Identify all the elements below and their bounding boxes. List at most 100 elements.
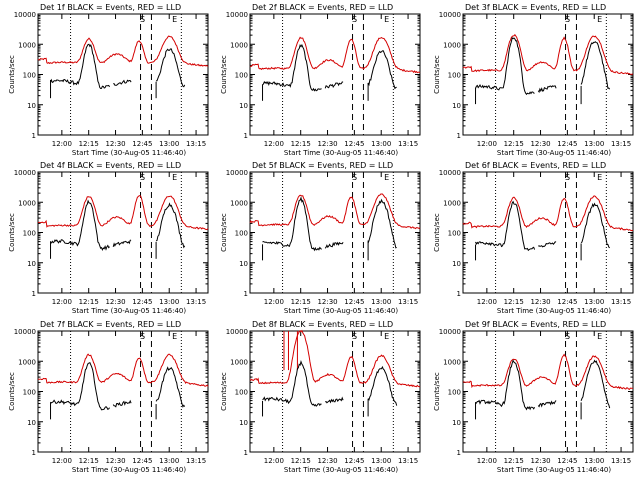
panel-title: Det 3f BLACK = Events, RED = LLD xyxy=(465,3,606,12)
marker-label-e: E xyxy=(597,332,602,341)
y-tick-label: 100 xyxy=(448,230,461,238)
y-tick-label: 100 xyxy=(448,389,461,397)
y-tick-label: 1 xyxy=(244,449,248,457)
plot-frame xyxy=(37,330,209,453)
x-tick-label: 12:00 xyxy=(52,457,72,465)
events-series-line xyxy=(367,365,398,406)
x-tick-label: 12:15 xyxy=(79,140,99,148)
events-series-line xyxy=(537,241,557,248)
y-axis-label: Counts/sec xyxy=(433,372,441,411)
marker-label-s: S xyxy=(140,15,145,24)
x-tick-label: 12:45 xyxy=(344,457,364,465)
x-tick-label: 13:15 xyxy=(398,457,418,465)
panel-title: Det 1f BLACK = Events, RED = LLD xyxy=(40,3,181,12)
y-tick-label: 10 xyxy=(27,102,36,110)
panel-title: Det 9f BLACK = Events, RED = LLD xyxy=(465,320,606,329)
y-tick-label: 10 xyxy=(27,419,36,427)
y-tick-label: 10000 xyxy=(226,328,248,336)
x-axis-label: Start Time (30-Aug-05 11:46:40) xyxy=(497,307,611,315)
events-series-line xyxy=(537,400,557,408)
x-tick-label: 12:15 xyxy=(504,298,524,306)
y-tick-label: 100 xyxy=(448,72,461,80)
marker-label-s: S xyxy=(140,332,145,341)
plot-frame xyxy=(462,171,634,294)
x-tick-label: 12:30 xyxy=(105,140,125,148)
marker-label-e: E xyxy=(384,332,389,341)
panel-det-8: Det 8f BLACK = Events, RED = LLD 1 10 100 10… xyxy=(220,320,421,474)
x-tick-label: 13:00 xyxy=(584,457,604,465)
x-tick-label: 12:15 xyxy=(504,457,524,465)
lld-series-line xyxy=(462,353,633,391)
x-tick-label: 13:00 xyxy=(159,298,179,306)
x-tick-label: 13:00 xyxy=(584,298,604,306)
marker-label-s: S xyxy=(140,173,145,182)
events-series-line xyxy=(155,366,186,408)
lld-series-line xyxy=(37,35,209,67)
events-series-line xyxy=(262,43,322,92)
plot-frame xyxy=(462,13,634,136)
y-tick-label: 1000 xyxy=(443,358,461,366)
y-tick-label: 10000 xyxy=(439,11,461,19)
x-axis-label: Start Time (30-Aug-05 11:46:40) xyxy=(284,466,398,474)
x-axis-label: Start Time (30-Aug-05 11:46:40) xyxy=(497,466,611,474)
x-axis-label: Start Time (30-Aug-05 11:46:40) xyxy=(72,307,186,315)
x-tick-label: 12:30 xyxy=(530,457,550,465)
events-series-line xyxy=(475,200,536,252)
x-tick-label: 12:00 xyxy=(477,298,497,306)
y-tick-label: 10 xyxy=(239,260,248,268)
y-axis-label: Counts/sec xyxy=(433,213,441,252)
x-tick-label: 13:00 xyxy=(371,298,391,306)
events-series-line xyxy=(537,85,557,94)
y-tick-label: 100 xyxy=(235,230,248,238)
y-tick-label: 10000 xyxy=(14,11,36,19)
x-tick-label: 12:00 xyxy=(264,140,284,148)
marker-label-e: E xyxy=(172,332,177,341)
y-tick-label: 100 xyxy=(235,389,248,397)
x-tick-label: 12:45 xyxy=(344,298,364,306)
plot-frame xyxy=(249,13,421,136)
x-tick-label: 12:30 xyxy=(530,298,550,306)
y-tick-label: 100 xyxy=(23,389,36,397)
marker-label-e: E xyxy=(172,15,177,24)
x-tick-label: 12:00 xyxy=(477,457,497,465)
y-tick-label: 1 xyxy=(32,449,36,457)
y-tick-label: 1 xyxy=(244,290,248,298)
lld-series-line xyxy=(462,195,634,232)
x-tick-label: 12:15 xyxy=(504,140,524,148)
x-tick-label: 12:45 xyxy=(132,457,152,465)
x-tick-label: 12:00 xyxy=(52,298,72,306)
x-tick-label: 12:15 xyxy=(79,298,99,306)
panel-det-9: Det 9f BLACK = Events, RED = LLD 1 10 100 10… xyxy=(433,320,634,474)
panel-det-5: Det 5f BLACK = Events, RED = LLD 1 10 100 10… xyxy=(220,161,421,315)
marker-label-s: S xyxy=(352,332,357,341)
y-axis-label: Counts/sec xyxy=(8,55,16,94)
x-tick-label: 13:00 xyxy=(584,140,604,148)
x-tick-label: 12:45 xyxy=(557,140,577,148)
lld-series-line xyxy=(37,353,209,387)
y-tick-label: 1 xyxy=(32,290,36,298)
y-tick-label: 10 xyxy=(239,419,248,427)
marker-label-s: S xyxy=(565,15,570,24)
y-tick-label: 10 xyxy=(452,419,461,427)
events-series-line xyxy=(580,202,611,249)
events-series-line xyxy=(475,359,536,411)
y-tick-label: 10000 xyxy=(226,169,248,177)
y-axis-label: Counts/sec xyxy=(8,213,16,252)
marker-label-e: E xyxy=(384,15,389,24)
x-tick-label: 13:15 xyxy=(186,298,206,306)
y-tick-label: 100 xyxy=(23,230,36,238)
y-tick-label: 10 xyxy=(239,102,248,110)
events-series-line xyxy=(112,239,132,248)
y-tick-label: 10000 xyxy=(14,328,36,336)
events-series-line xyxy=(580,359,611,409)
y-tick-label: 1000 xyxy=(443,41,461,49)
marker-label-e: E xyxy=(384,173,389,182)
y-tick-label: 10 xyxy=(452,260,461,268)
events-series-line xyxy=(50,43,111,90)
events-series-line xyxy=(113,79,132,86)
lld-series-line xyxy=(249,193,421,230)
x-tick-label: 12:15 xyxy=(291,298,311,306)
events-series-line xyxy=(155,202,186,249)
marker-label-s: S xyxy=(352,15,357,24)
